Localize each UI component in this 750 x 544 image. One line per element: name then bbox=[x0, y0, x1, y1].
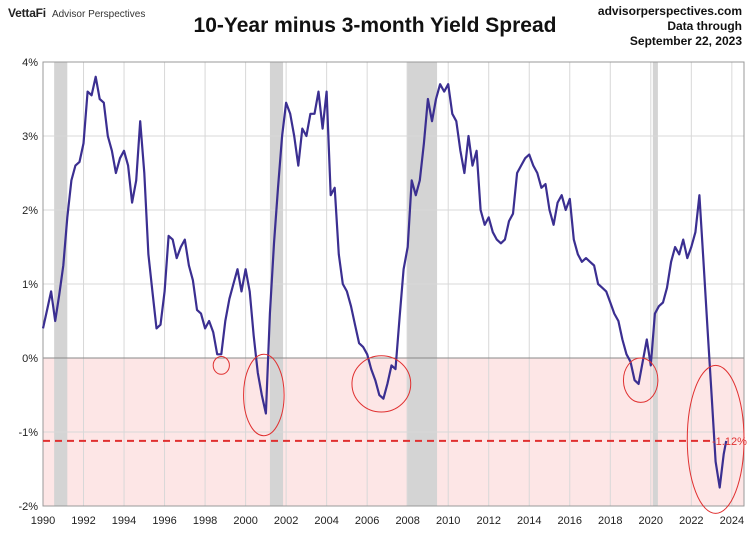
y-tick-label--1%: -1% bbox=[18, 427, 38, 439]
x-tick-label-2004: 2004 bbox=[314, 515, 338, 527]
x-tick-label-1994: 1994 bbox=[112, 515, 136, 527]
source-date: September 22, 2023 bbox=[629, 34, 742, 48]
inversion-circle-2 bbox=[351, 355, 412, 413]
y-tick-label-0%: 0% bbox=[22, 353, 38, 365]
logo-brand: VettaFi bbox=[8, 6, 46, 20]
x-tick-label-1996: 1996 bbox=[152, 515, 176, 527]
x-tick-label-2012: 2012 bbox=[476, 515, 500, 527]
y-tick-label-3%: 3% bbox=[22, 131, 38, 143]
source-site: advisorperspectives.com bbox=[597, 4, 742, 18]
y-tick-label-2%: 2% bbox=[22, 205, 38, 217]
axis-layer: 1990 1992 1994 1996 1998 2000 2002 2004 2006 2008… bbox=[18, 57, 745, 527]
x-tick-label-2016: 2016 bbox=[558, 515, 582, 527]
y-tick-label-1%: 1% bbox=[22, 279, 38, 291]
series-layer bbox=[41, 75, 728, 489]
x-tick-label-2018: 2018 bbox=[598, 515, 622, 527]
x-tick-label-2024: 2024 bbox=[720, 515, 744, 527]
plot-frame bbox=[42, 61, 745, 507]
annotation-layer: -1.12% bbox=[43, 353, 747, 514]
source-block: advisorperspectives.com Data through Sep… bbox=[598, 4, 742, 49]
x-tick-label-2000: 2000 bbox=[233, 515, 257, 527]
x-tick-label-1990: 1990 bbox=[31, 515, 55, 527]
inversion-circle-1 bbox=[243, 353, 285, 437]
y-tick-label--2%: -2% bbox=[18, 501, 38, 513]
x-tick-label-2022: 2022 bbox=[679, 515, 703, 527]
x-tick-label-2020: 2020 bbox=[639, 515, 663, 527]
x-tick-label-2014: 2014 bbox=[517, 515, 541, 527]
reference-line-label: -1.12% bbox=[712, 436, 747, 448]
x-tick-label-1998: 1998 bbox=[193, 515, 217, 527]
x-tick-label-2008: 2008 bbox=[395, 515, 419, 527]
inversion-circle-3 bbox=[622, 357, 659, 403]
x-tick-label-2006: 2006 bbox=[355, 515, 379, 527]
x-tick-label-1992: 1992 bbox=[71, 515, 95, 527]
chart-title: 10-Year minus 3-month Yield Spread bbox=[193, 14, 557, 37]
inversion-circle-0 bbox=[212, 356, 230, 375]
x-tick-label-2002: 2002 bbox=[274, 515, 298, 527]
y-tick-label-4%: 4% bbox=[22, 57, 38, 69]
vettafi-logo: VettaFi Advisor Perspectives bbox=[8, 6, 145, 20]
source-data-through: Data through bbox=[667, 19, 742, 33]
inversion-circle-4 bbox=[686, 364, 745, 514]
logo-subtitle: Advisor Perspectives bbox=[51, 9, 146, 20]
x-tick-label-2010: 2010 bbox=[436, 515, 460, 527]
spread-line-0 bbox=[41, 75, 728, 489]
